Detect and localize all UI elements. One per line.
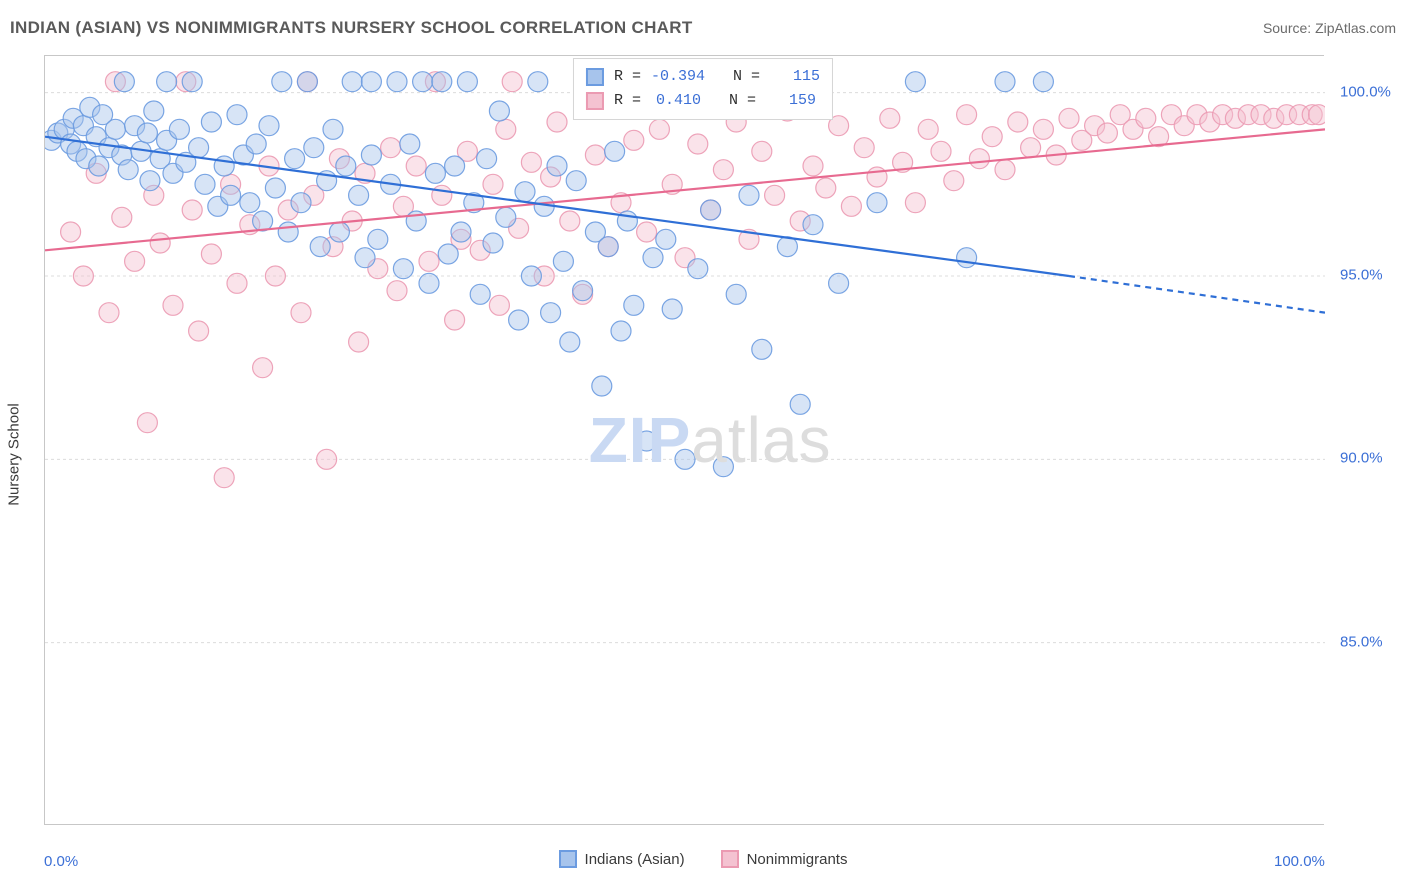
y-tick-label: 100.0% <box>1340 83 1391 100</box>
n-label: N = <box>729 89 756 113</box>
y-tick-label: 85.0% <box>1340 633 1383 650</box>
bottom-legend: Indians (Asian) Nonimmigrants <box>0 850 1406 868</box>
n-value-indians: 115 <box>770 65 820 89</box>
legend-label-indians: Indians (Asian) <box>585 851 685 868</box>
legend-item-nonimmigrants: Nonimmigrants <box>721 850 848 868</box>
r-label: R = <box>614 89 641 113</box>
r-value-indians: -0.394 <box>651 65 705 89</box>
y-tick-label: 90.0% <box>1340 450 1383 467</box>
swatch-nonimmigrants <box>586 92 604 110</box>
y-axis-label: Nursery School <box>6 403 23 506</box>
scatter-svg <box>45 56 1325 826</box>
plot-area: ZIPatlas <box>44 55 1324 825</box>
source-label: Source: ZipAtlas.com <box>1263 20 1396 36</box>
y-tick-label: 95.0% <box>1340 267 1383 284</box>
legend-row-nonimmigrants: R = 0.410 N = 159 <box>586 89 820 113</box>
swatch-nonimmigrants <box>721 850 739 868</box>
chart-title: INDIAN (ASIAN) VS NONIMMIGRANTS NURSERY … <box>10 18 693 38</box>
legend-label-nonimmigrants: Nonimmigrants <box>747 851 848 868</box>
n-label: N = <box>733 65 760 89</box>
legend-row-indians: R = -0.394 N = 115 <box>586 65 820 89</box>
swatch-indians <box>586 68 604 86</box>
n-value-nonimmigrants: 159 <box>766 89 816 113</box>
r-label: R = <box>614 65 641 89</box>
legend-item-indians: Indians (Asian) <box>559 850 685 868</box>
correlation-legend: R = -0.394 N = 115 R = 0.410 N = 159 <box>573 58 833 120</box>
r-value-nonimmigrants: 0.410 <box>651 89 701 113</box>
swatch-indians <box>559 850 577 868</box>
